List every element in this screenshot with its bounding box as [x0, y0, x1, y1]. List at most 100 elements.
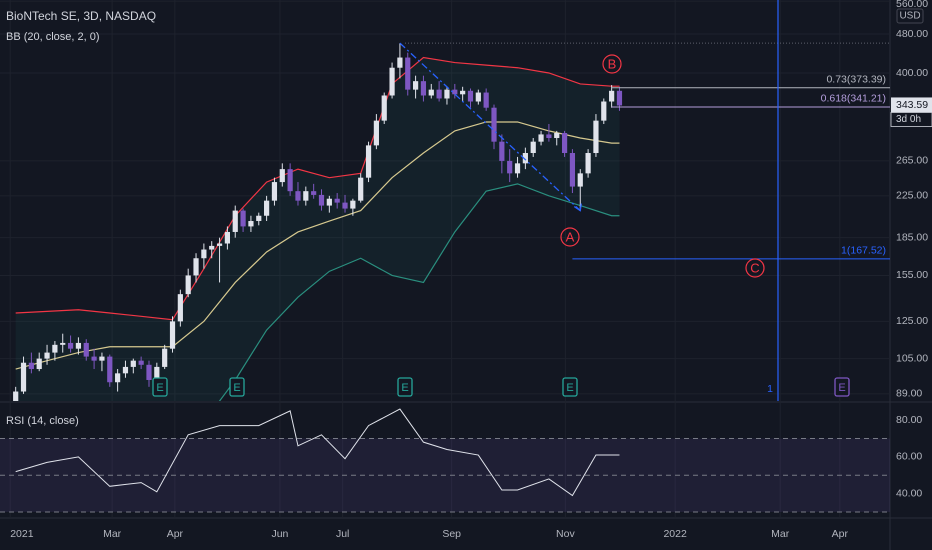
- candle-body: [67, 342, 74, 349]
- x-tick-label: Apr: [832, 528, 849, 540]
- candle-body: [444, 89, 450, 99]
- candle-body: [154, 366, 160, 380]
- candle-body: [279, 169, 285, 183]
- candle-body: [216, 243, 223, 246]
- x-tick-label: Nov: [556, 528, 575, 540]
- wave-circle: [745, 258, 765, 278]
- y-tick-label: 265.00: [896, 155, 928, 167]
- candle-body: [130, 360, 136, 367]
- candle-body: [467, 90, 474, 102]
- x-tick-label: Apr: [167, 528, 184, 540]
- rsi-tick-label: 60.00: [896, 451, 922, 463]
- candle-body: [201, 249, 207, 259]
- candle-body: [452, 89, 458, 95]
- event-label: E: [401, 382, 408, 394]
- candle-body: [60, 342, 66, 345]
- candle-body: [326, 198, 332, 206]
- candle-body: [538, 134, 544, 142]
- candle-body: [569, 153, 576, 187]
- candle-body: [240, 210, 246, 227]
- y-tick-label: 105.00: [896, 352, 928, 364]
- currency: USD: [899, 11, 920, 22]
- candle-body: [381, 95, 387, 121]
- candle-body: [271, 182, 278, 201]
- candle-body: [350, 200, 356, 209]
- event-box: [229, 377, 245, 397]
- event-box: [562, 377, 578, 397]
- countdown-box: [890, 112, 932, 127]
- candle-body: [397, 57, 403, 68]
- candle-body: [365, 145, 372, 178]
- candle-body: [530, 141, 536, 154]
- candle-body: [420, 81, 427, 96]
- band-fill: [15, 57, 620, 401]
- fib-label: 0.73(373.39): [826, 73, 886, 85]
- candle-body: [75, 342, 82, 349]
- candle-body: [546, 134, 552, 139]
- candle-body: [256, 215, 262, 222]
- event-label: E: [838, 382, 845, 394]
- candle-body: [185, 275, 191, 295]
- candle-body: [248, 221, 254, 227]
- event-box: [152, 377, 168, 397]
- rsi-pane: [0, 408, 890, 513]
- candle-body: [475, 92, 481, 102]
- event-label: E: [566, 382, 573, 394]
- candle-body: [342, 202, 348, 209]
- candle-body: [303, 191, 309, 201]
- wave-label: C: [750, 260, 759, 275]
- candle-body: [264, 200, 270, 216]
- chart-title: BioNTech SE, 3D, NASDAQ: [6, 9, 156, 23]
- candle-body: [460, 90, 466, 95]
- fib-label: 0.618(341.21): [821, 93, 886, 105]
- x-tick-label: 2022: [663, 528, 687, 540]
- candle-body: [554, 133, 560, 139]
- last-price: 343.59: [896, 99, 928, 111]
- candle-body: [83, 342, 89, 357]
- candle-body: [428, 89, 434, 96]
- candle-body: [601, 101, 607, 121]
- candle-body: [287, 169, 293, 192]
- y-tick-label: 125.00: [896, 315, 928, 327]
- candle-body: [373, 120, 379, 146]
- y-tick-label: 400.00: [896, 67, 928, 79]
- event-label: E: [156, 382, 163, 394]
- candle-body: [115, 373, 121, 383]
- candle-body: [522, 153, 528, 164]
- rsi-title: RSI (14, close): [6, 415, 79, 427]
- candle-body: [36, 358, 42, 370]
- candle-body: [585, 153, 591, 174]
- axes: 2021 Mar Apr Jun Jul Sep Nov 2022 Mar Apr 89.00 105…: [10, 0, 928, 540]
- candle-body: [436, 89, 442, 99]
- candle-body: [138, 360, 144, 365]
- x-tick-label: Jul: [336, 528, 349, 540]
- candle-body: [224, 231, 231, 244]
- x-tick-label: 2021: [10, 528, 34, 540]
- trend-line: [399, 42, 581, 212]
- event-label: E: [233, 382, 240, 394]
- indicator-title: BB (20, close, 2, 0): [6, 31, 100, 43]
- candle-body: [169, 321, 176, 349]
- candle-body: [609, 90, 615, 102]
- x-tick-label: Sep: [442, 528, 461, 540]
- rsi-line: [15, 408, 620, 497]
- candle-body: [20, 362, 27, 392]
- y-tick-label: 480.00: [896, 28, 928, 40]
- candle-body: [13, 391, 19, 401]
- candle-body: [232, 210, 238, 232]
- candle-body: [146, 364, 152, 380]
- y-tick-label: 89.00: [896, 388, 922, 400]
- countdown: 3d 0h: [896, 114, 921, 125]
- candle-body: [122, 366, 129, 374]
- price-pane: [13, 42, 890, 401]
- candle-body: [499, 141, 505, 161]
- candle-body: [514, 163, 521, 174]
- x-tick-label: Jun: [271, 528, 288, 540]
- candle-body: [162, 348, 168, 367]
- trend-arrow: [573, 203, 582, 212]
- wave-circle: [560, 227, 580, 247]
- candle-body: [52, 344, 58, 353]
- wave-label: A: [566, 229, 575, 244]
- y-tick-label: 560.00: [896, 0, 928, 10]
- currency-box: [896, 8, 924, 24]
